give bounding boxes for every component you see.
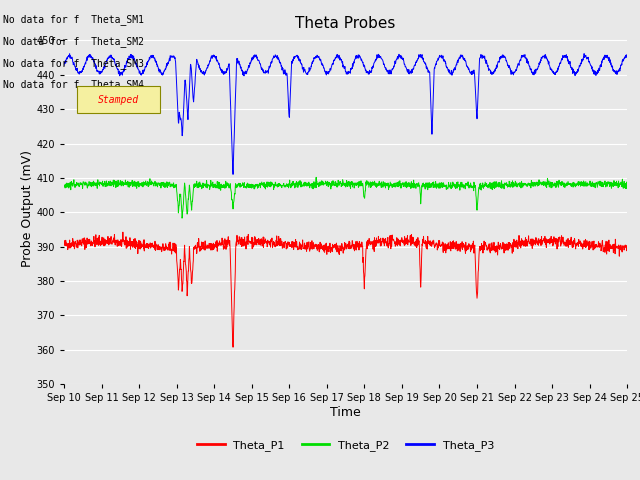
Text: No data for f  Theta_SM4: No data for f Theta_SM4 xyxy=(3,79,144,90)
Text: Stamped: Stamped xyxy=(98,95,139,105)
Text: No data for f  Theta_SM1: No data for f Theta_SM1 xyxy=(3,14,144,25)
Legend: Theta_P1, Theta_P2, Theta_P3: Theta_P1, Theta_P2, Theta_P3 xyxy=(193,436,499,456)
Title: Theta Probes: Theta Probes xyxy=(296,16,396,31)
Y-axis label: Probe Output (mV): Probe Output (mV) xyxy=(20,150,34,267)
Text: No data for f  Theta_SM3: No data for f Theta_SM3 xyxy=(3,58,144,69)
X-axis label: Time: Time xyxy=(330,406,361,419)
Text: No data for f  Theta_SM2: No data for f Theta_SM2 xyxy=(3,36,144,47)
